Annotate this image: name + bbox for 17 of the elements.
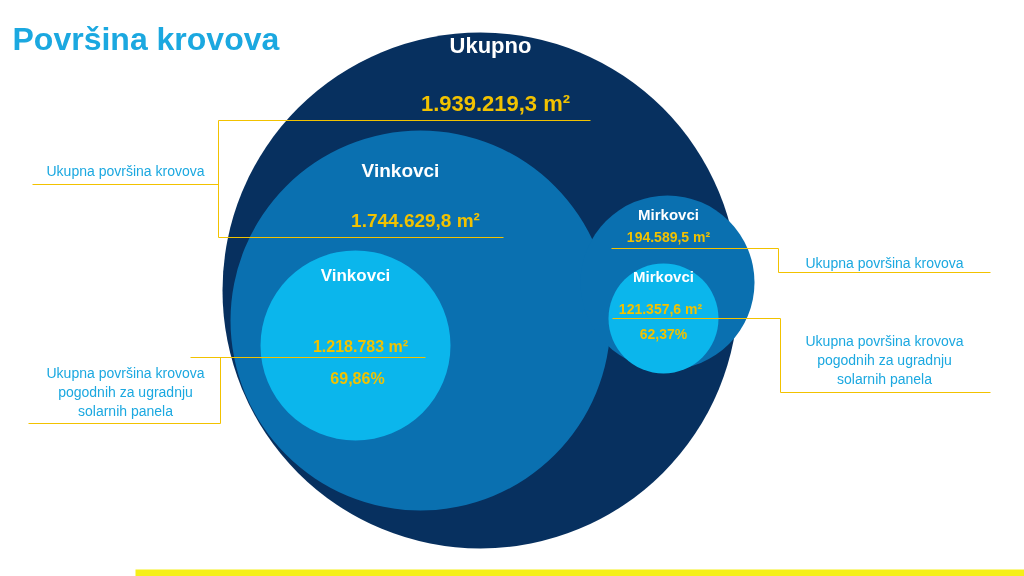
text: 62,37% bbox=[639, 325, 688, 342]
data-label: 1.939.219,3 m² bbox=[420, 91, 571, 116]
category-label: Vinkovci bbox=[361, 160, 440, 181]
text: Ukupna površina krovova bbox=[46, 162, 205, 179]
data-label: 1.744.629,8 m² bbox=[351, 210, 480, 231]
text: Ukupna površina krovova bbox=[805, 254, 964, 271]
text: Ukupna površina krovova pogodnih za ugradnju solarnih panela bbox=[46, 364, 205, 419]
category-label: Ukupno bbox=[449, 33, 532, 58]
data-label: 1.218.783 m² bbox=[312, 338, 409, 355]
data-label: 194.589,5 m² bbox=[626, 228, 711, 245]
text: 69,86% bbox=[330, 370, 385, 387]
text: Ukupna površina krovova pogodnih za ugradnju solarnih panela bbox=[805, 332, 964, 387]
category-label: Mirkovci bbox=[633, 268, 694, 285]
text: Površina krovova bbox=[12, 20, 280, 57]
category-label: Vinkovci bbox=[320, 266, 391, 285]
category-label: Mirkovci bbox=[638, 206, 699, 223]
data-label: 121.357,6 m² bbox=[618, 300, 703, 317]
